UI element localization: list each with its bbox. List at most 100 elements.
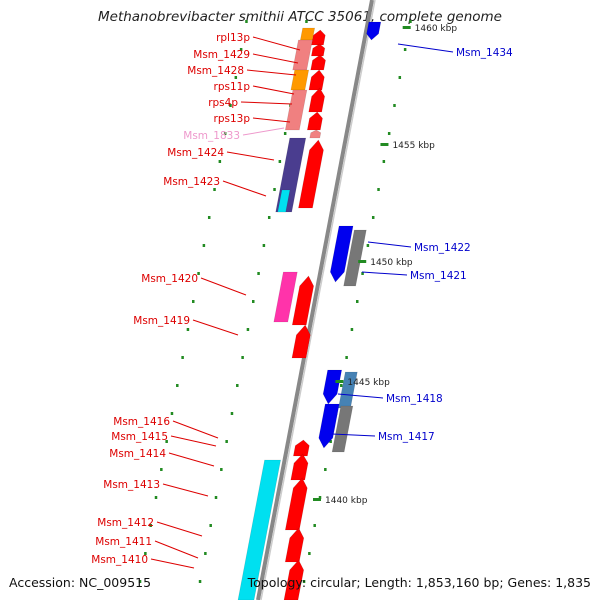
msm-1833-rna <box>309 129 322 139</box>
mid-dot-ring-dot <box>214 496 218 499</box>
gene-leader-line <box>331 433 376 437</box>
gene-leader-line <box>162 483 209 497</box>
mid-dot-ring-dot <box>257 272 260 275</box>
mid-dot-ring-dot <box>241 356 244 359</box>
topology-label: Topology: circular; Length: 1,853,160 bp… <box>247 575 591 590</box>
outer-dot-ring-dot <box>393 104 396 107</box>
gene-leader-line <box>172 420 219 439</box>
outer-dot-ring-dot <box>403 48 407 51</box>
gene-leader-line <box>150 558 195 569</box>
gene-label: Msm_1422 <box>414 242 471 254</box>
gene-label: rps13p <box>214 113 251 125</box>
mid-dot-ring-dot <box>273 188 276 191</box>
msm-1418-cds <box>322 369 343 405</box>
inner-dot-ring-dot <box>207 216 211 219</box>
msm-1419-cds <box>291 324 311 359</box>
gene-label: Msm_1423 <box>163 176 220 188</box>
gene-label: Msm_1411 <box>95 536 152 548</box>
msm-1417-cds <box>318 403 340 449</box>
outer-dot-ring-dot <box>318 496 322 499</box>
gene-label: Msm_1414 <box>109 448 166 460</box>
outer-dot-ring-dot <box>356 300 359 303</box>
gene-leader-line <box>168 452 215 467</box>
inner-dot-ring-dot <box>213 188 216 191</box>
inner-dot-ring-dot <box>197 272 200 275</box>
scale-label: 1445 kbp <box>347 378 390 388</box>
outer-dot-ring-dot <box>377 188 380 191</box>
genome-backbone <box>256 0 374 600</box>
gene-leader-line <box>242 127 285 136</box>
gene-label: Msm_1415 <box>111 431 168 443</box>
gene-leader-line <box>240 101 293 105</box>
gene-label: Msm_1429 <box>193 49 250 61</box>
gene-leader-line <box>252 53 299 64</box>
gene-label: Msm_1434 <box>456 47 513 59</box>
outer-dot-ring-dot <box>387 132 391 135</box>
inner-dot-ring-dot <box>154 496 158 499</box>
inner-dot-ring-dot <box>223 132 227 135</box>
inner-dot-ring-dot <box>149 524 152 527</box>
gene-leader-line <box>156 521 203 537</box>
msm-1413-domain <box>237 459 281 600</box>
inner-dot-ring-dot <box>239 48 243 51</box>
mid-dot-ring-dot <box>283 132 287 135</box>
gene-label: Msm_1419 <box>133 315 190 327</box>
gene-label: Msm_1418 <box>386 393 443 405</box>
rpl13p-region <box>300 27 316 41</box>
mid-dot-ring-dot <box>305 20 308 23</box>
gene-leader-line <box>252 117 291 123</box>
gene-label: Msm_1424 <box>167 147 224 159</box>
rps11p-cds <box>308 69 325 91</box>
inner-dot-ring-dot <box>229 104 232 107</box>
gene-leader-line <box>397 43 454 53</box>
msm-1429-cds <box>310 43 326 57</box>
mid-dot-ring-dot <box>267 216 271 219</box>
genome-backbone-highlight <box>260 0 376 600</box>
msm-1422-cds <box>330 225 354 283</box>
inner-dot-ring-dot <box>144 552 147 555</box>
gene-leader-line <box>252 36 301 51</box>
msm-1417-domain <box>331 405 354 453</box>
mid-dot-ring-dot <box>246 328 250 331</box>
gene-leader-line <box>246 69 297 76</box>
gene-leader-line <box>226 151 275 161</box>
gene-label: Msm_1420 <box>141 273 198 285</box>
gene-leader-line <box>170 435 217 447</box>
outer-dot-ring-dot <box>302 580 306 583</box>
msm-1420-domain <box>273 271 298 323</box>
msm-1412-cds <box>284 527 305 563</box>
outer-dot-ring-dot <box>382 160 386 163</box>
inner-dot-ring-dot <box>218 160 222 163</box>
outer-dot-ring-dot <box>329 440 332 443</box>
msm-1429-region <box>292 39 313 71</box>
scale-label: 1450 kbp <box>370 258 413 268</box>
gene-label: Msm_1416 <box>113 416 170 428</box>
msm-1421-domain <box>343 229 367 287</box>
msm-1415-cds <box>290 453 309 481</box>
gene-label: Msm_1421 <box>410 270 467 282</box>
rpl13p-cds <box>311 29 326 46</box>
gene-leader-line <box>192 319 239 336</box>
outer-dot-ring-dot <box>308 552 311 555</box>
inner-dot-ring-dot <box>138 580 142 583</box>
inner-dot-ring-dot <box>186 328 190 331</box>
gene-leader-line <box>361 271 408 276</box>
inner-dot-ring-dot <box>176 384 179 387</box>
mid-dot-ring-dot <box>278 160 282 163</box>
scale-tick <box>358 260 367 263</box>
scale-label: 1455 kbp <box>392 141 435 151</box>
outer-dot-ring-dot <box>345 356 348 359</box>
mid-dot-ring-dot <box>204 552 207 555</box>
scale-tick <box>313 498 321 501</box>
mid-dot-ring-dot <box>198 580 202 583</box>
mid-dot-ring-dot <box>225 440 228 443</box>
gene-label: rps4p <box>208 97 238 109</box>
inner-dot-ring-dot <box>165 440 168 443</box>
gene-label: Msm_1428 <box>187 65 244 77</box>
gene-label: Msm_1833 <box>183 130 240 142</box>
mid-dot-ring-dot <box>262 244 266 247</box>
gene-leader-line <box>200 277 247 296</box>
outer-dot-ring-dot <box>398 76 402 79</box>
scale-label: 1440 kbp <box>325 496 368 506</box>
